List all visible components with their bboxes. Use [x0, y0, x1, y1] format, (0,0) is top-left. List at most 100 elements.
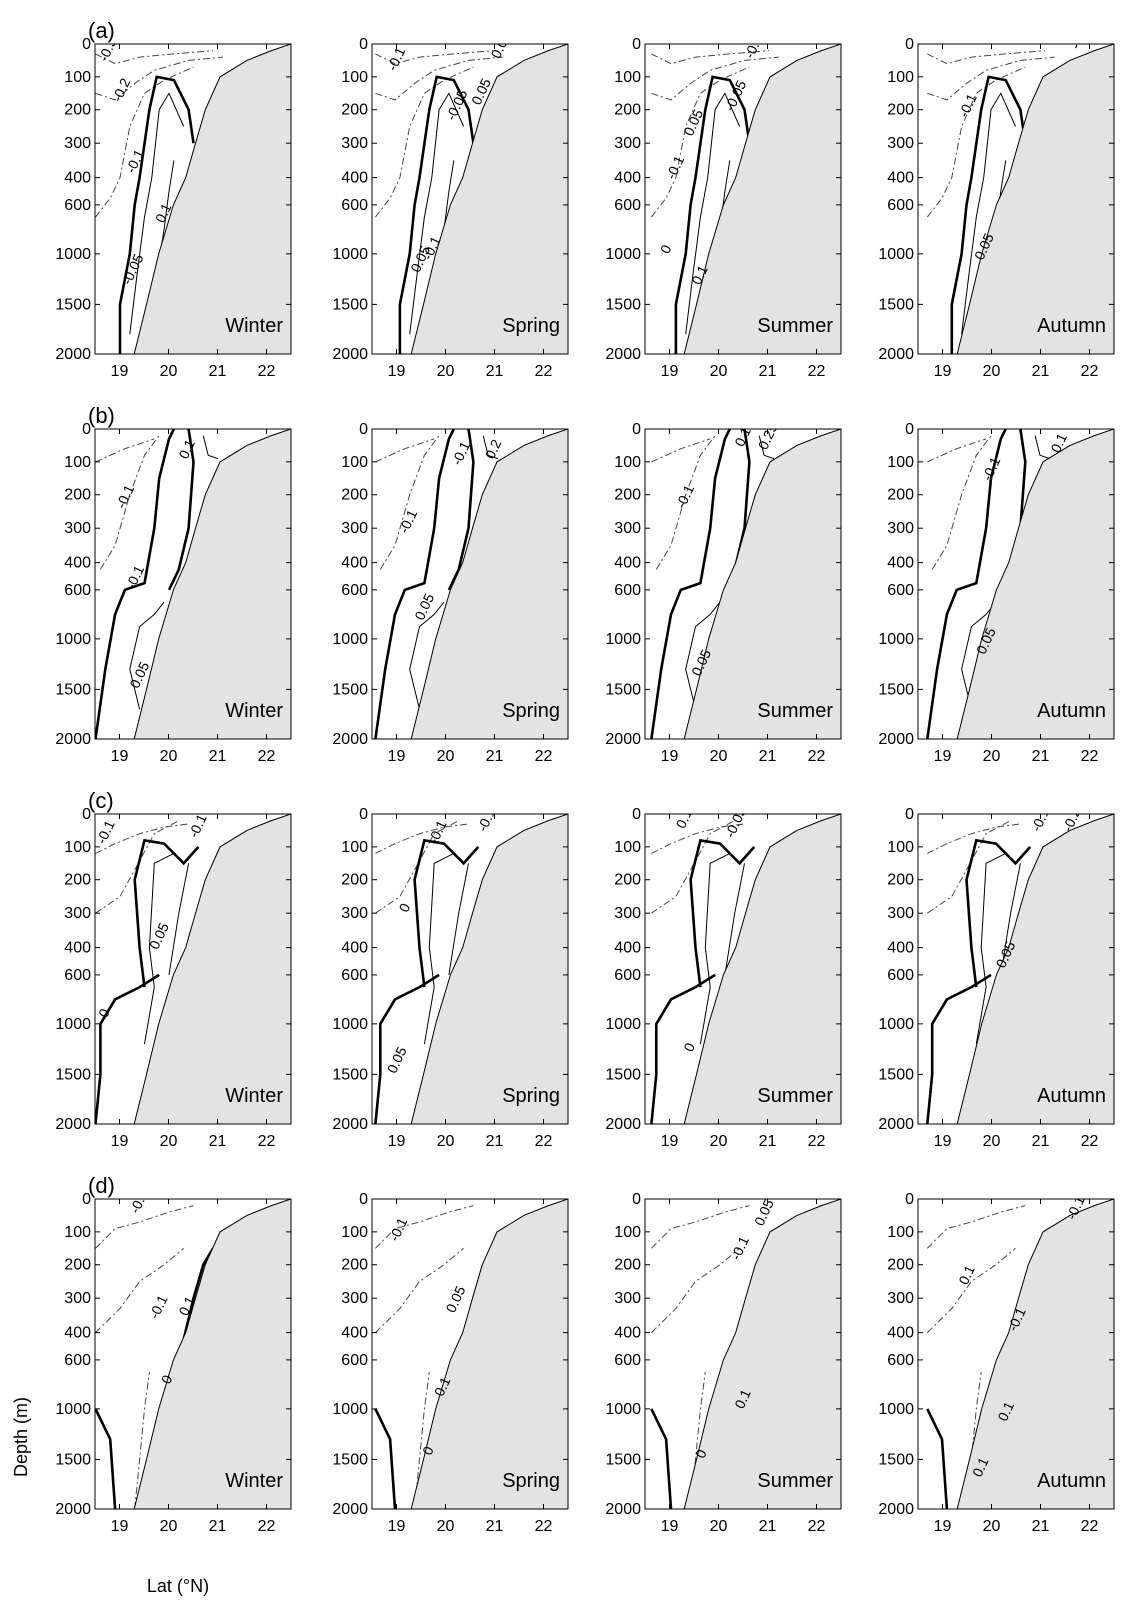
panel-body: -0.10.2-0.10.05	[374, 429, 568, 739]
y-tick-label: 200	[64, 487, 91, 504]
y-tick-label: 100	[341, 839, 368, 856]
contour-label: 0.05	[384, 1044, 410, 1076]
contour-label: -0.1	[672, 482, 697, 511]
zero-contour	[447, 429, 475, 591]
contour-label: -0.1	[146, 1292, 171, 1321]
panel-body: -0.3-0.2-0.1-0.050.1	[95, 44, 291, 354]
positive-contour	[482, 435, 499, 460]
y-tick-label: 1000	[878, 1016, 914, 1033]
x-tick-label: 19	[111, 748, 129, 765]
zero-contour	[118, 75, 195, 354]
x-tick-label: 19	[388, 1133, 406, 1150]
y-tick-label: 1000	[55, 1016, 91, 1033]
x-tick-label: 19	[934, 1133, 952, 1150]
y-tick-label: 1000	[332, 246, 368, 263]
x-tick-label: 20	[710, 1518, 728, 1535]
y-tick-label: 1500	[332, 1066, 368, 1083]
y-tick-label: 1000	[55, 1401, 91, 1418]
y-tick-label: 600	[64, 197, 91, 214]
season-label: Summer	[757, 315, 833, 337]
y-tick-label: 300	[614, 1290, 641, 1307]
y-tick-label: 600	[341, 582, 368, 599]
x-tick-label: 20	[983, 748, 1001, 765]
panel-frame	[94, 428, 292, 740]
contour-label: 0	[680, 1040, 698, 1054]
y-tick-label: 400	[887, 940, 914, 957]
x-tick-label: 19	[661, 748, 679, 765]
y-tick-label: 0	[82, 806, 91, 823]
x-tick-label: 22	[1081, 1518, 1099, 1535]
y-tick-label: 100	[887, 839, 914, 856]
zero-contour	[374, 429, 455, 739]
zero-contour	[95, 1408, 117, 1509]
y-tick-label: 1000	[332, 1016, 368, 1033]
y-tick-label: 0	[359, 806, 368, 823]
x-tick-label: 19	[661, 363, 679, 380]
panel-body: -0.1-0.1-0.050.050.050.05	[375, 44, 568, 354]
contour-label: 0.05	[146, 920, 172, 952]
x-tick-label: 20	[160, 1133, 178, 1150]
contour-label: -0.1	[1028, 805, 1053, 834]
contour-label: -0.1	[425, 817, 450, 846]
y-tick-label: 300	[614, 520, 641, 537]
panel-d-winter: -0.2-0.1 0.100100200300400600100015002000…	[55, 1187, 292, 1535]
season-label: Winter	[225, 1470, 283, 1492]
x-tick-label: 22	[808, 1518, 826, 1535]
y-tick-label: 1500	[332, 681, 368, 698]
positive-contour	[724, 863, 745, 975]
y-tick-label: 200	[64, 102, 91, 119]
y-tick-label: 0	[82, 36, 91, 53]
contour-label: 0	[396, 900, 414, 914]
y-tick-label: 200	[341, 872, 368, 889]
x-tick-label: 19	[934, 363, 952, 380]
contour-label: 0.1	[955, 1262, 978, 1287]
y-tick-label: 200	[341, 487, 368, 504]
panel-b-summer: 0.1 0.25-0.10.050100200300400600100015002…	[605, 421, 842, 765]
panel-d-spring: -0.10.050.100100200300400600100015002000…	[332, 1191, 569, 1535]
y-tick-label: 2000	[605, 1116, 641, 1133]
y-tick-label: 200	[887, 872, 914, 889]
negative-contour	[651, 820, 735, 914]
panel-a-winter: -0.3-0.2-0.1-0.050.101002003004006001000…	[55, 36, 292, 380]
contour-label: 0.05	[443, 1283, 469, 1315]
y-tick-label: 100	[64, 839, 91, 856]
y-tick-label: 1500	[878, 1066, 914, 1083]
y-tick-label: 600	[614, 1352, 641, 1369]
bathymetry	[683, 1199, 841, 1509]
y-tick-label: 300	[64, 135, 91, 152]
x-tick-label: 19	[934, 1518, 952, 1535]
y-tick-label: 1000	[605, 246, 641, 263]
contour-label: -0.15	[474, 798, 502, 834]
contour-label: -0.1	[386, 1215, 411, 1244]
x-tick-label: 21	[486, 1518, 504, 1535]
y-tick-label: 1500	[55, 1066, 91, 1083]
y-tick-label: 300	[614, 135, 641, 152]
y-tick-label: 2000	[55, 346, 91, 363]
x-tick-label: 22	[535, 748, 553, 765]
positive-contour	[685, 92, 741, 335]
y-tick-label: 0	[905, 36, 914, 53]
panel-a-spring: -0.1-0.1-0.050.050.050.05 0 100 200 300 400 60…	[332, 36, 569, 380]
zero-contour	[374, 1408, 397, 1509]
negative-contour	[99, 435, 160, 570]
y-tick-label: 300	[341, 135, 368, 152]
contour-label: -0.2	[126, 1187, 151, 1216]
x-tick-label: 21	[1032, 1133, 1050, 1150]
y-tick-label: 400	[614, 170, 641, 187]
bathymetry	[133, 814, 291, 1124]
zero-contour	[398, 75, 475, 354]
panel-c-autumn: -0.1 -0.250.05 0 100 200 300 400 600 1000 1500 200…	[878, 805, 1115, 1150]
negative-contour	[931, 435, 992, 570]
y-tick-label: 2000	[55, 731, 91, 748]
negative-contour	[927, 438, 987, 463]
x-tick-label: 22	[258, 363, 276, 380]
positive-contour	[961, 92, 1016, 335]
x-tick-label: 21	[1032, 363, 1050, 380]
y-tick-label: 0	[632, 421, 641, 438]
panel-frame	[917, 1198, 1115, 1510]
y-tick-label: 0	[82, 421, 91, 438]
negative-contour	[375, 1247, 464, 1333]
positive-contour	[758, 435, 775, 460]
negative-contour	[926, 1247, 1016, 1333]
